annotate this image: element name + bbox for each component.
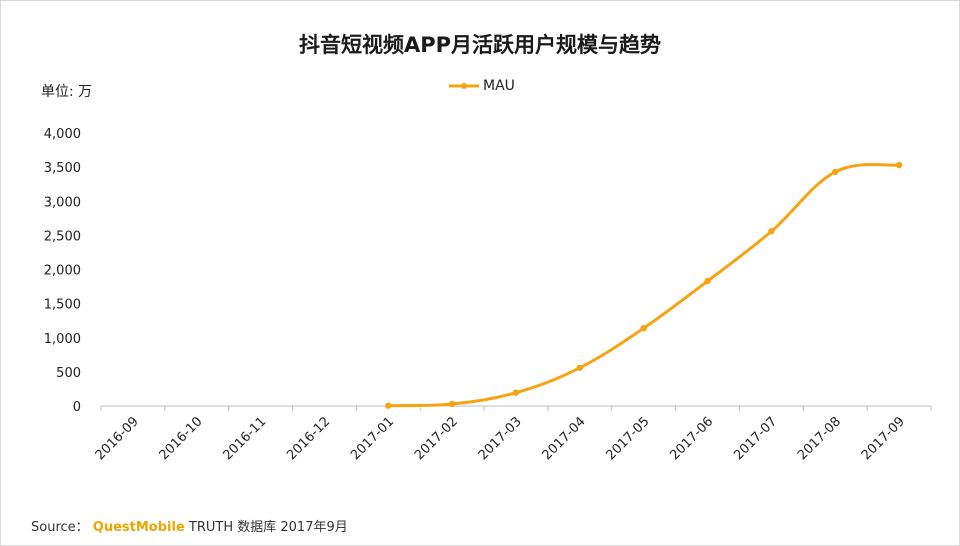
y-tick-label: 3,500 <box>44 161 81 176</box>
y-tick-label: 0 <box>73 400 81 415</box>
data-point <box>895 161 903 169</box>
y-tick-label: 500 <box>56 366 81 381</box>
y-tick-label: 3,000 <box>44 195 81 210</box>
data-point <box>448 400 456 408</box>
chart-title: 抖音短视频APP月活跃用户规模与趋势 <box>298 33 662 57</box>
x-tick-label: 2016-12 <box>284 414 333 463</box>
x-tick-label: 2017-07 <box>731 414 780 463</box>
legend-label: MAU <box>483 78 515 94</box>
data-point <box>640 324 647 332</box>
unit-label: 单位: 万 <box>41 84 93 100</box>
x-tick-label: 2016-10 <box>157 414 206 463</box>
x-tick-label: 2017-03 <box>476 414 525 463</box>
x-tick-label: 2016-09 <box>93 414 142 463</box>
data-point <box>385 402 392 409</box>
source-note: Source： QuestMobile TRUTH 数据库 2017年9月 <box>31 516 348 535</box>
y-tick-label: 1,000 <box>44 332 81 347</box>
series-line-mau <box>386 163 901 408</box>
data-point <box>576 364 584 371</box>
y-tick-label: 4,000 <box>44 127 81 142</box>
x-tick-label: 2017-06 <box>667 414 716 463</box>
data-point <box>832 168 839 176</box>
x-tick-label: 2017-02 <box>412 414 461 463</box>
source-prefix: Source： <box>31 520 89 535</box>
x-tick-label: 2017-09 <box>859 414 908 463</box>
source-brand: QuestMobile <box>92 520 185 535</box>
x-tick-label: 2017-05 <box>603 414 652 463</box>
source-suffix: TRUTH 数据库 2017年9月 <box>188 520 348 535</box>
data-point <box>704 277 711 285</box>
x-tick-label: 2017-08 <box>795 414 844 463</box>
data-point <box>768 228 775 235</box>
data-point <box>512 389 520 396</box>
y-tick-label: 2,000 <box>44 264 81 279</box>
y-tick-label: 1,500 <box>44 298 81 313</box>
x-tick-label: 2017-01 <box>348 414 397 463</box>
legend: MAU <box>449 78 515 94</box>
legend-swatch-icon <box>449 83 479 89</box>
x-tick-label: 2017-04 <box>540 414 589 463</box>
y-tick-label: 2,500 <box>44 229 81 244</box>
x-tick-label: 2016-11 <box>220 414 269 463</box>
